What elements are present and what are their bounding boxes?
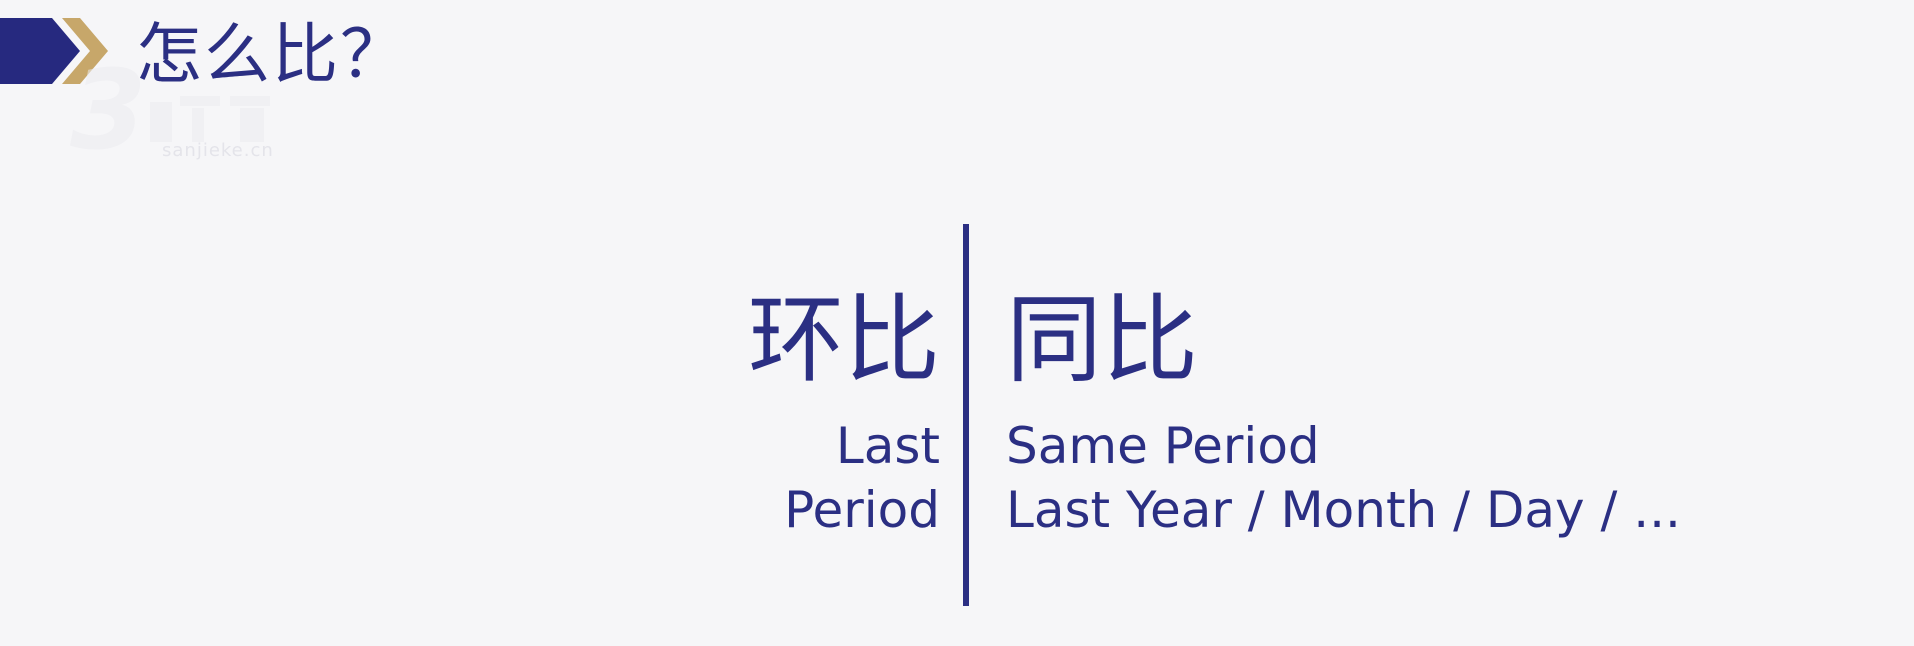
right-comparison: 同比 Same Period Last Year / Month / Day /… [1006,280,1681,542]
left-description: Last Period [748,414,940,542]
page-title: 怎么比？ [136,16,408,93]
left-term: 环比 [748,284,940,396]
left-description-line: Period [784,481,940,539]
right-description-line: Same Period [1006,417,1320,475]
chevron-arrows-icon [0,18,108,84]
right-term: 同比 [1006,284,1198,396]
svg-text:3: 3 [70,56,147,166]
watermark-text: sanjieke.cn [162,140,274,161]
center-divider [963,224,969,606]
left-comparison: 环比 Last Period [748,280,940,542]
right-description: Same Period Last Year / Month / Day / ..… [1006,414,1681,542]
watermark-logo-icon: 3 [70,56,270,166]
right-description-line: Last Year / Month / Day / ... [1006,481,1681,539]
left-description-line: Last [835,417,940,475]
